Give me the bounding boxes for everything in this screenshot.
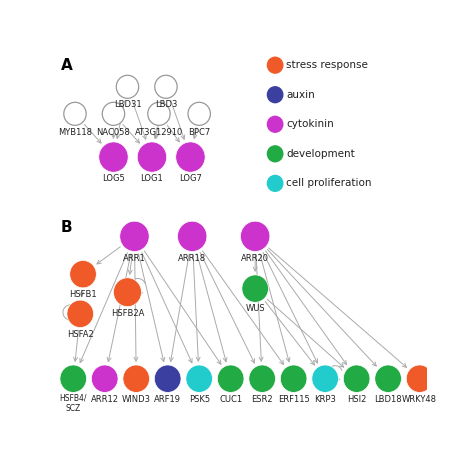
Circle shape: [64, 102, 86, 125]
Text: LBD31: LBD31: [114, 101, 141, 110]
Circle shape: [70, 261, 96, 288]
Circle shape: [116, 75, 139, 98]
Text: LOG5: LOG5: [102, 175, 125, 183]
Circle shape: [120, 221, 149, 251]
Text: ARR12: ARR12: [91, 395, 118, 403]
Text: MYB118: MYB118: [58, 127, 92, 137]
Text: ARR1: ARR1: [123, 254, 146, 263]
Circle shape: [177, 221, 207, 251]
Circle shape: [312, 365, 338, 392]
Text: HSFB1: HSFB1: [69, 290, 97, 299]
Text: LBD18: LBD18: [374, 395, 402, 403]
Circle shape: [249, 365, 275, 392]
Circle shape: [267, 176, 283, 191]
Text: HSFB2A: HSFB2A: [111, 309, 144, 318]
Circle shape: [267, 87, 283, 102]
Circle shape: [91, 365, 118, 392]
Text: SCZ: SCZ: [65, 404, 81, 413]
Text: LBD3: LBD3: [155, 101, 177, 110]
Circle shape: [267, 117, 283, 132]
Text: KRP3: KRP3: [314, 395, 336, 403]
Text: HSI2: HSI2: [347, 395, 366, 403]
Circle shape: [113, 278, 141, 307]
Text: LOG1: LOG1: [141, 175, 164, 183]
Circle shape: [240, 221, 270, 251]
Circle shape: [137, 142, 167, 172]
Text: B: B: [61, 220, 73, 235]
Circle shape: [242, 275, 268, 302]
Text: WRKY48: WRKY48: [402, 395, 437, 403]
Circle shape: [123, 365, 149, 392]
Text: development: development: [286, 149, 355, 159]
Text: BPC7: BPC7: [188, 127, 210, 137]
Circle shape: [176, 142, 205, 172]
Text: ARR20: ARR20: [241, 254, 269, 263]
Text: PSK5: PSK5: [189, 395, 210, 403]
Text: cell proliferation: cell proliferation: [286, 178, 372, 188]
Text: ERF115: ERF115: [278, 395, 310, 403]
Text: ARR18: ARR18: [178, 254, 206, 263]
Circle shape: [267, 146, 283, 162]
Circle shape: [155, 365, 181, 392]
Circle shape: [155, 75, 177, 98]
Text: stress response: stress response: [286, 60, 368, 70]
Text: WUS: WUS: [246, 305, 265, 314]
Circle shape: [375, 365, 401, 392]
Text: LOG7: LOG7: [179, 175, 202, 183]
Text: cytokinin: cytokinin: [286, 119, 334, 129]
Circle shape: [267, 57, 283, 73]
Text: AT3G12910: AT3G12910: [135, 127, 183, 137]
Text: WIND3: WIND3: [122, 395, 151, 403]
Circle shape: [280, 365, 307, 392]
Circle shape: [218, 365, 244, 392]
Circle shape: [99, 142, 128, 172]
Circle shape: [188, 102, 210, 125]
Circle shape: [148, 102, 170, 125]
Circle shape: [343, 365, 370, 392]
Circle shape: [60, 365, 87, 392]
Text: auxin: auxin: [286, 90, 315, 100]
Text: ARF19: ARF19: [154, 395, 181, 403]
Text: ESR2: ESR2: [251, 395, 273, 403]
Circle shape: [406, 365, 433, 392]
Circle shape: [186, 365, 212, 392]
Text: HSFB4/: HSFB4/: [60, 394, 87, 403]
Text: CUC1: CUC1: [219, 395, 242, 403]
Text: HSFA2: HSFA2: [67, 329, 94, 339]
Circle shape: [102, 102, 125, 125]
Text: A: A: [61, 58, 73, 73]
Circle shape: [67, 300, 93, 328]
Text: NAC058: NAC058: [97, 127, 130, 137]
